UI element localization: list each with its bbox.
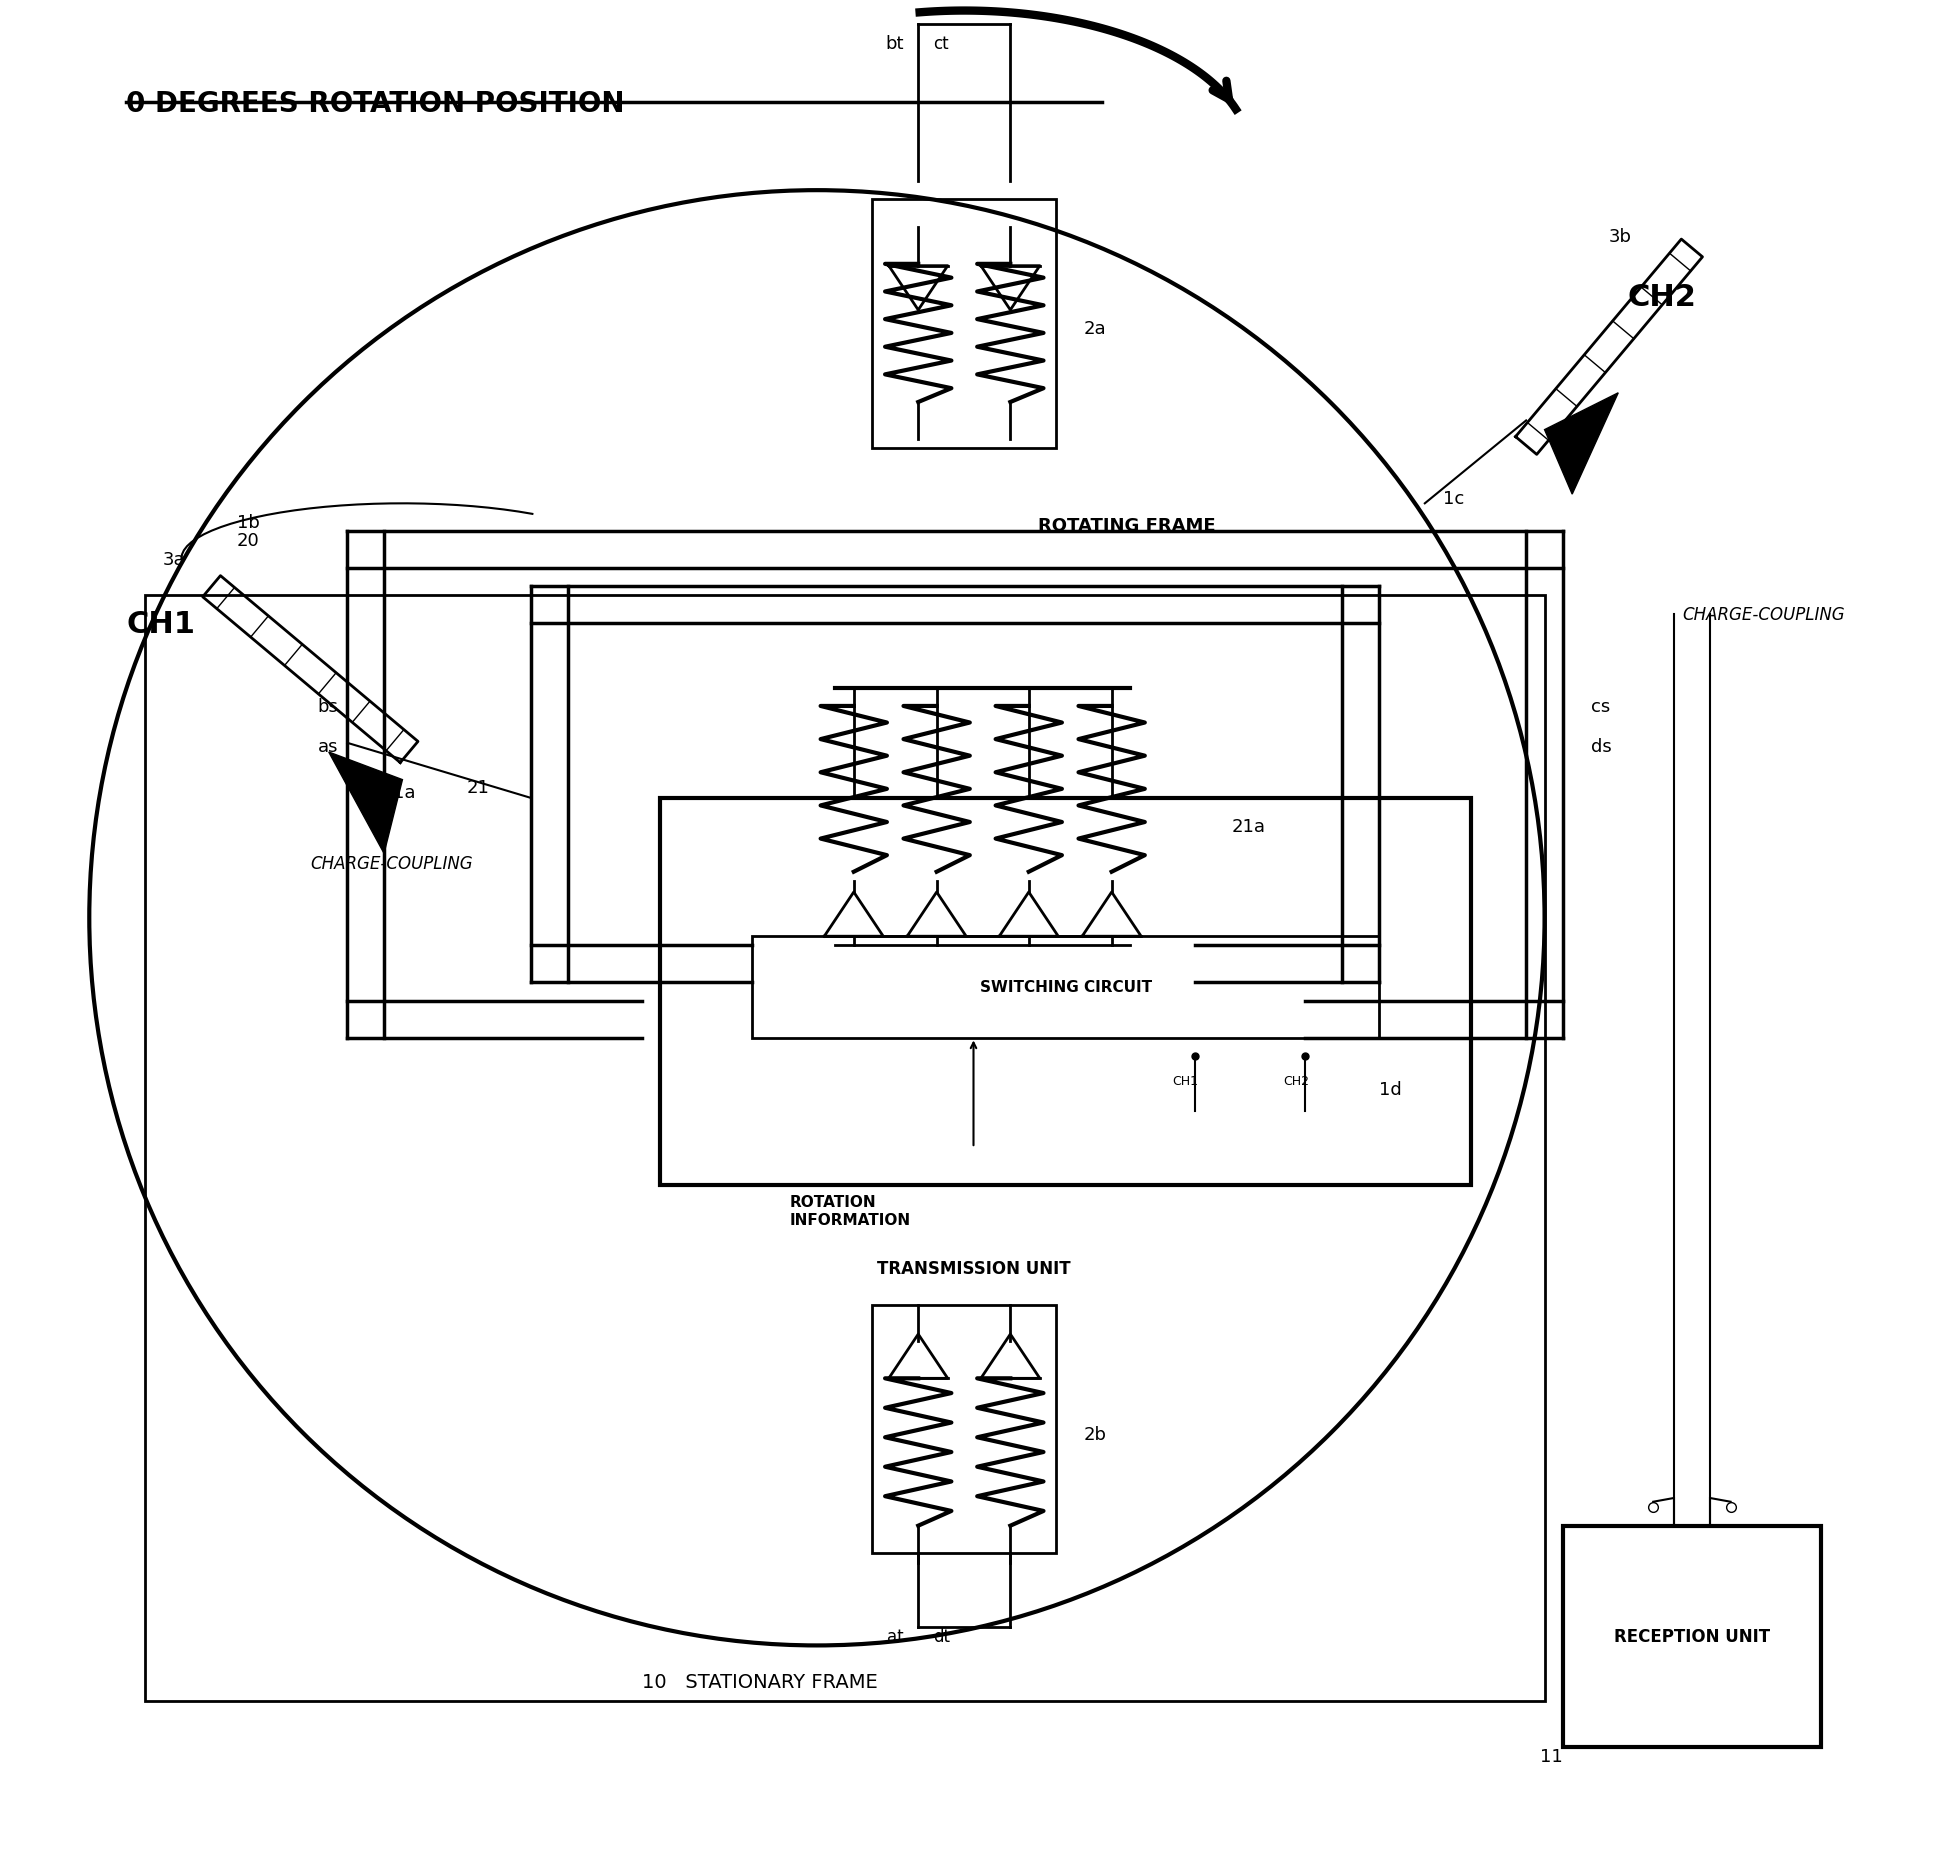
Text: 3a: 3a (164, 551, 185, 568)
Text: CHARGE-COUPLING: CHARGE-COUPLING (1682, 605, 1846, 623)
Text: SWITCHING CIRCUIT: SWITCHING CIRCUIT (979, 979, 1153, 994)
Text: CHARGE-COUPLING: CHARGE-COUPLING (310, 853, 473, 872)
Text: 1a: 1a (393, 785, 417, 801)
Text: 10   STATIONARY FRAME: 10 STATIONARY FRAME (643, 1673, 878, 1692)
FancyBboxPatch shape (752, 937, 1378, 1039)
Text: dt: dt (933, 1627, 950, 1645)
Text: CH1: CH1 (1172, 1074, 1197, 1087)
Text: bt: bt (886, 35, 903, 52)
Text: CH1: CH1 (127, 608, 195, 638)
Text: 2b: 2b (1084, 1425, 1108, 1443)
Text: CH2: CH2 (1283, 1074, 1308, 1087)
Text: 0 DEGREES ROTATION POSITION: 0 DEGREES ROTATION POSITION (127, 89, 625, 117)
Text: at: at (888, 1627, 903, 1645)
Text: ROTATING FRAME: ROTATING FRAME (1038, 518, 1215, 534)
Text: ROTATION
INFORMATION: ROTATION INFORMATION (789, 1195, 911, 1226)
Text: 2a: 2a (1084, 321, 1106, 338)
Text: ds: ds (1591, 738, 1612, 757)
Text: 20: 20 (238, 532, 259, 549)
Polygon shape (329, 753, 403, 853)
Text: 11: 11 (1540, 1747, 1563, 1764)
Text: ct: ct (933, 35, 948, 52)
Text: 1c: 1c (1443, 490, 1464, 506)
Text: bs: bs (317, 697, 339, 716)
Text: TRANSMISSION UNIT: TRANSMISSION UNIT (876, 1260, 1071, 1276)
Polygon shape (1544, 393, 1618, 495)
Text: CH2: CH2 (1628, 284, 1696, 312)
Text: cs: cs (1591, 697, 1610, 716)
Text: 1d: 1d (1378, 1080, 1402, 1098)
Text: RECEPTION UNIT: RECEPTION UNIT (1614, 1627, 1770, 1645)
Text: as: as (317, 738, 339, 757)
Text: 21a: 21a (1231, 818, 1266, 835)
Text: 21: 21 (467, 779, 491, 796)
Text: 1b: 1b (238, 514, 259, 531)
Text: 3b: 3b (1608, 228, 1632, 247)
